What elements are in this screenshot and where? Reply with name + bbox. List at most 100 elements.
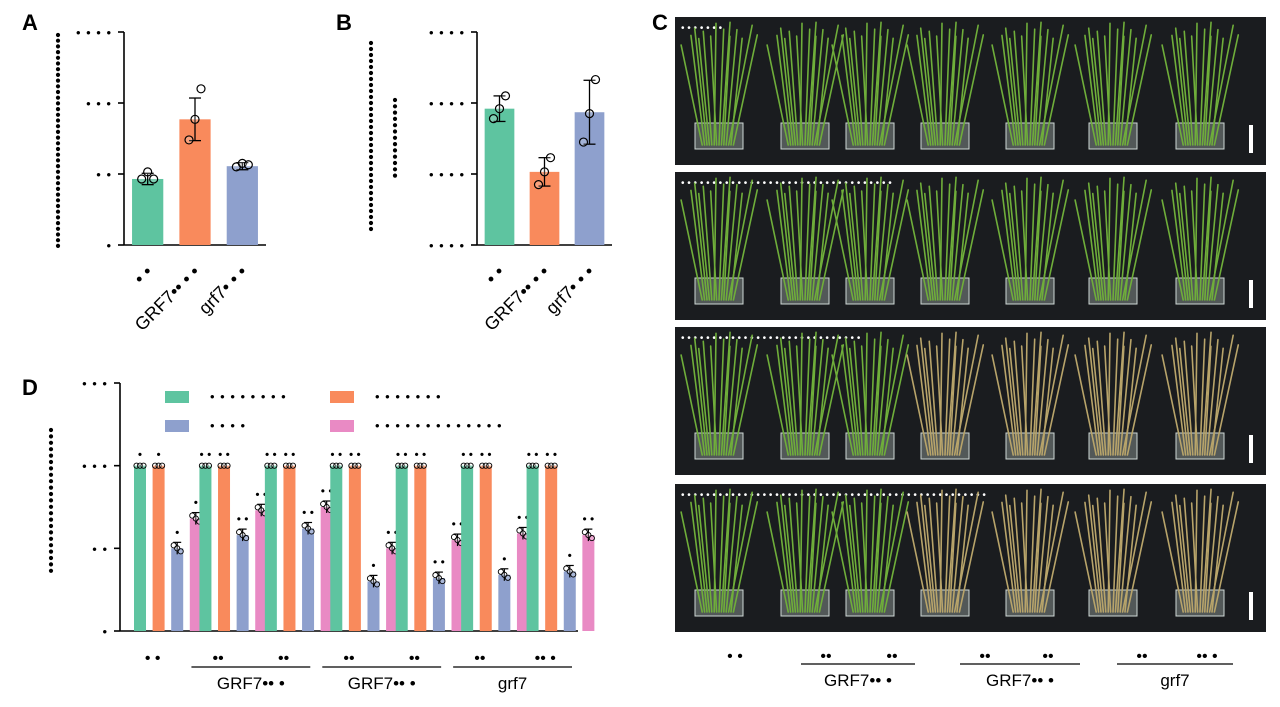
plant-leaf — [844, 27, 859, 146]
plant-leaf — [1211, 192, 1224, 301]
plant-leaf — [1074, 354, 1097, 456]
plant-leaf — [951, 183, 964, 301]
plant-leaf — [808, 345, 817, 456]
plant-leaf — [1178, 347, 1192, 456]
plant-leaf — [1043, 501, 1070, 613]
data-point — [140, 462, 147, 469]
y-axis-title-dot — [368, 166, 374, 172]
plant-leaf — [958, 501, 985, 613]
plant-leaf — [1117, 345, 1125, 456]
y-axis-title-dot — [48, 434, 54, 439]
significance-label: • — [371, 558, 375, 572]
y-axis-title-dot — [368, 196, 374, 202]
y-axis-title-dot — [55, 221, 61, 226]
y-axis-title-dot — [55, 158, 61, 163]
plant-leaf — [1199, 495, 1206, 613]
plant-leaf — [1201, 21, 1212, 146]
plant-leaf — [946, 176, 957, 301]
plant-leaf — [1174, 494, 1189, 613]
plant-leaf — [1004, 182, 1019, 301]
significance-label: • • — [480, 448, 492, 462]
plant-leaf — [956, 192, 969, 301]
significance-label: • • — [349, 448, 361, 462]
plant-leaf — [1114, 21, 1125, 146]
y-axis-title-dot — [55, 203, 61, 209]
data-point — [486, 462, 493, 469]
plant-leaf — [776, 189, 792, 301]
plant-leaf — [906, 354, 930, 456]
bar — [134, 465, 146, 631]
plant-leaf — [713, 489, 717, 613]
plant-leaf — [804, 183, 811, 301]
plant-leaf — [939, 332, 943, 456]
plant-leaf — [923, 192, 937, 301]
plant-leaf — [816, 347, 829, 456]
plant-leaf — [1183, 30, 1194, 146]
plant-leaf — [873, 345, 882, 456]
bar — [171, 548, 184, 631]
y-axis-title-dot — [392, 97, 398, 103]
y-axis-title-dot — [48, 568, 54, 573]
y-tick-label: • • • • — [429, 167, 465, 182]
y-axis-title-dot — [55, 84, 61, 89]
plant-leaf — [991, 511, 1015, 613]
plant-leaf — [958, 34, 985, 146]
plant-leaf — [1178, 504, 1192, 613]
plant-leaf — [732, 189, 759, 301]
plant-leaf — [883, 189, 910, 301]
plant-leaf — [948, 190, 957, 301]
plant-leaf — [848, 37, 862, 146]
plant-leaf — [956, 37, 969, 146]
plant-leaf — [939, 489, 943, 613]
plant-leaf — [1036, 338, 1049, 456]
plant-leaf — [928, 497, 939, 613]
significance-label: • • — [218, 448, 230, 462]
y-axis-title-dot — [55, 186, 61, 191]
y-axis-title-dot — [368, 142, 374, 148]
plant-leaf — [779, 182, 794, 301]
y-axis-title-dot — [392, 148, 398, 153]
plant-leaf — [906, 44, 930, 146]
y-axis-title-dot — [368, 220, 374, 226]
plant-leaf — [958, 344, 985, 456]
y-axis-title-dot — [55, 238, 61, 243]
significance-label: • — [194, 496, 198, 510]
plant-leaf — [1190, 35, 1199, 146]
significance-label: • • — [255, 487, 267, 501]
y-axis-title-dot — [55, 129, 61, 134]
significance-label: • • — [284, 448, 296, 462]
plant-leaf — [693, 27, 708, 146]
y-axis-title-dot — [48, 453, 54, 458]
data-point — [373, 581, 381, 588]
plant-leaf — [1013, 185, 1024, 301]
y-axis-title-dot — [48, 459, 54, 465]
plant-leaf — [808, 35, 817, 146]
plant-leaf — [1190, 502, 1199, 613]
plant-leaf — [928, 30, 939, 146]
y-axis-title-dot — [368, 88, 374, 94]
photo-bottom-label: •• — [1136, 648, 1147, 665]
photo-bottom-label: •• — [820, 648, 831, 665]
significance-label: • • — [302, 505, 314, 519]
plant-leaf — [853, 497, 864, 613]
data-point — [494, 104, 505, 114]
plant-leaf — [799, 177, 803, 301]
y-axis-title-dot — [55, 152, 61, 157]
significance-label: • • — [386, 525, 398, 539]
plant-leaf — [702, 185, 713, 301]
plant-leaf — [1119, 28, 1132, 146]
plant-leaf — [1041, 504, 1054, 613]
y-tick-label: • • • — [86, 96, 112, 111]
data-point — [137, 174, 147, 184]
plant-leaf — [1036, 28, 1049, 146]
plant-leaf — [1024, 177, 1028, 301]
plant-leaf — [1031, 21, 1042, 146]
plant-leaf — [1029, 183, 1036, 301]
plant-leaf — [1119, 183, 1132, 301]
plant-leaf — [860, 35, 869, 146]
chart-d: •• •• • •• • •• •••• •• • • •• •• •••• • • … — [48, 376, 595, 693]
plant-leaf — [1190, 345, 1199, 456]
plant-leaf — [776, 34, 792, 146]
legend-swatch — [165, 391, 189, 403]
plant-leaf — [841, 189, 857, 301]
